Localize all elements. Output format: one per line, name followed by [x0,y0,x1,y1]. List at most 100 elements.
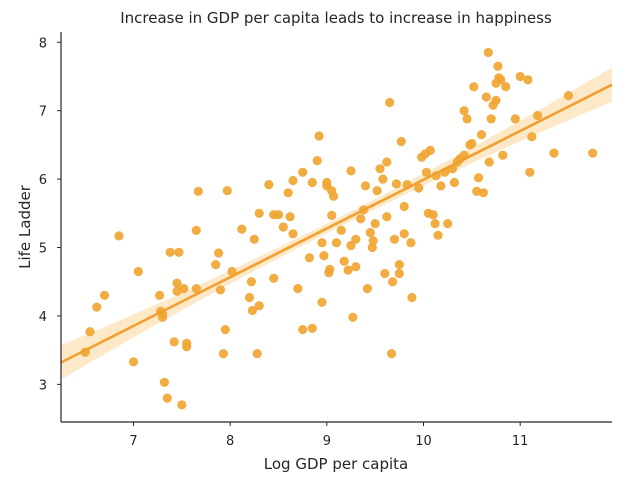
data-point [382,157,392,167]
data-point [322,177,332,188]
data-point [483,47,493,58]
data-point [252,349,262,359]
data-point [425,145,435,155]
data-point [467,138,477,149]
data-point [327,210,337,220]
data-point [469,82,479,92]
plot-area [60,47,613,410]
data-point [501,82,511,92]
data-point [351,234,361,244]
data-point [165,247,175,257]
data-point [443,219,453,229]
data-point [533,110,543,121]
data-point [481,92,491,102]
data-point [388,277,398,287]
data-point [99,290,110,300]
data-point [351,262,361,272]
data-point [220,325,230,335]
data-point [218,349,228,359]
data-point [498,150,508,160]
data-point [476,130,487,140]
data-point [370,219,380,229]
data-point [264,180,274,190]
data-point [391,179,401,189]
data-point [155,290,165,300]
data-point [478,188,488,198]
data-point [525,167,535,177]
data-point [92,302,102,312]
data-point [346,240,356,251]
data-point [549,148,559,158]
x-tick-label: 10 [415,434,432,449]
data-point [269,273,279,283]
data-point [288,229,298,239]
data-point [414,183,424,193]
y-tick-label: 8 [39,36,47,51]
data-point [484,157,494,167]
data-point [382,212,392,222]
y-tick-label: 4 [39,310,47,325]
data-point [399,229,409,239]
data-point [222,186,232,196]
data-point [169,337,179,347]
data-point [177,400,187,410]
data-point [288,175,298,186]
data-point [307,323,317,333]
data-point [331,238,342,248]
data-point [325,264,335,274]
data-point [368,236,378,246]
data-point [380,268,390,279]
y-tick-label: 5 [39,242,47,257]
data-point [249,234,259,244]
data-point [394,268,404,279]
data-point [430,219,440,229]
data-point [314,131,324,141]
data-point [346,166,356,176]
data-point [433,230,443,240]
x-tick-labels: 7 8 9 10 11 [129,422,528,449]
x-tick-label: 9 [323,434,331,449]
data-point [114,231,124,241]
data-point [174,247,184,257]
data-point [474,173,484,183]
data-point [312,156,322,166]
regression-line [60,83,613,364]
data-point [462,114,472,124]
data-point [336,225,346,235]
data-point [254,301,264,311]
data-point [193,186,203,196]
x-tick-label: 11 [512,434,529,449]
data-point [246,277,256,287]
x-tick-label: 7 [129,434,137,449]
data-point [172,278,182,288]
data-point [179,284,189,294]
data-point [191,284,201,294]
data-point [307,177,317,188]
data-point [375,164,385,174]
data-point [211,260,221,270]
data-point [421,167,431,177]
data-point [85,327,95,337]
data-point [298,325,308,335]
data-point [493,61,503,71]
data-point [563,91,574,101]
data-point [237,224,247,234]
data-point [317,238,327,248]
data-point [182,342,192,352]
data-point [319,251,329,261]
data-point [527,132,537,142]
data-point [588,148,598,158]
data-point [399,201,409,212]
data-point [407,292,417,303]
data-point [254,208,264,218]
y-tick-label: 3 [39,378,47,393]
data-point [348,312,358,322]
data-point [298,167,308,177]
y-tick-label: 7 [39,105,47,120]
data-point [317,297,327,307]
y-axis-label: Life Ladder [16,184,34,269]
chart-title: Increase in GDP per capita leads to incr… [120,9,552,27]
data-point [496,75,506,85]
data-point [343,265,353,275]
